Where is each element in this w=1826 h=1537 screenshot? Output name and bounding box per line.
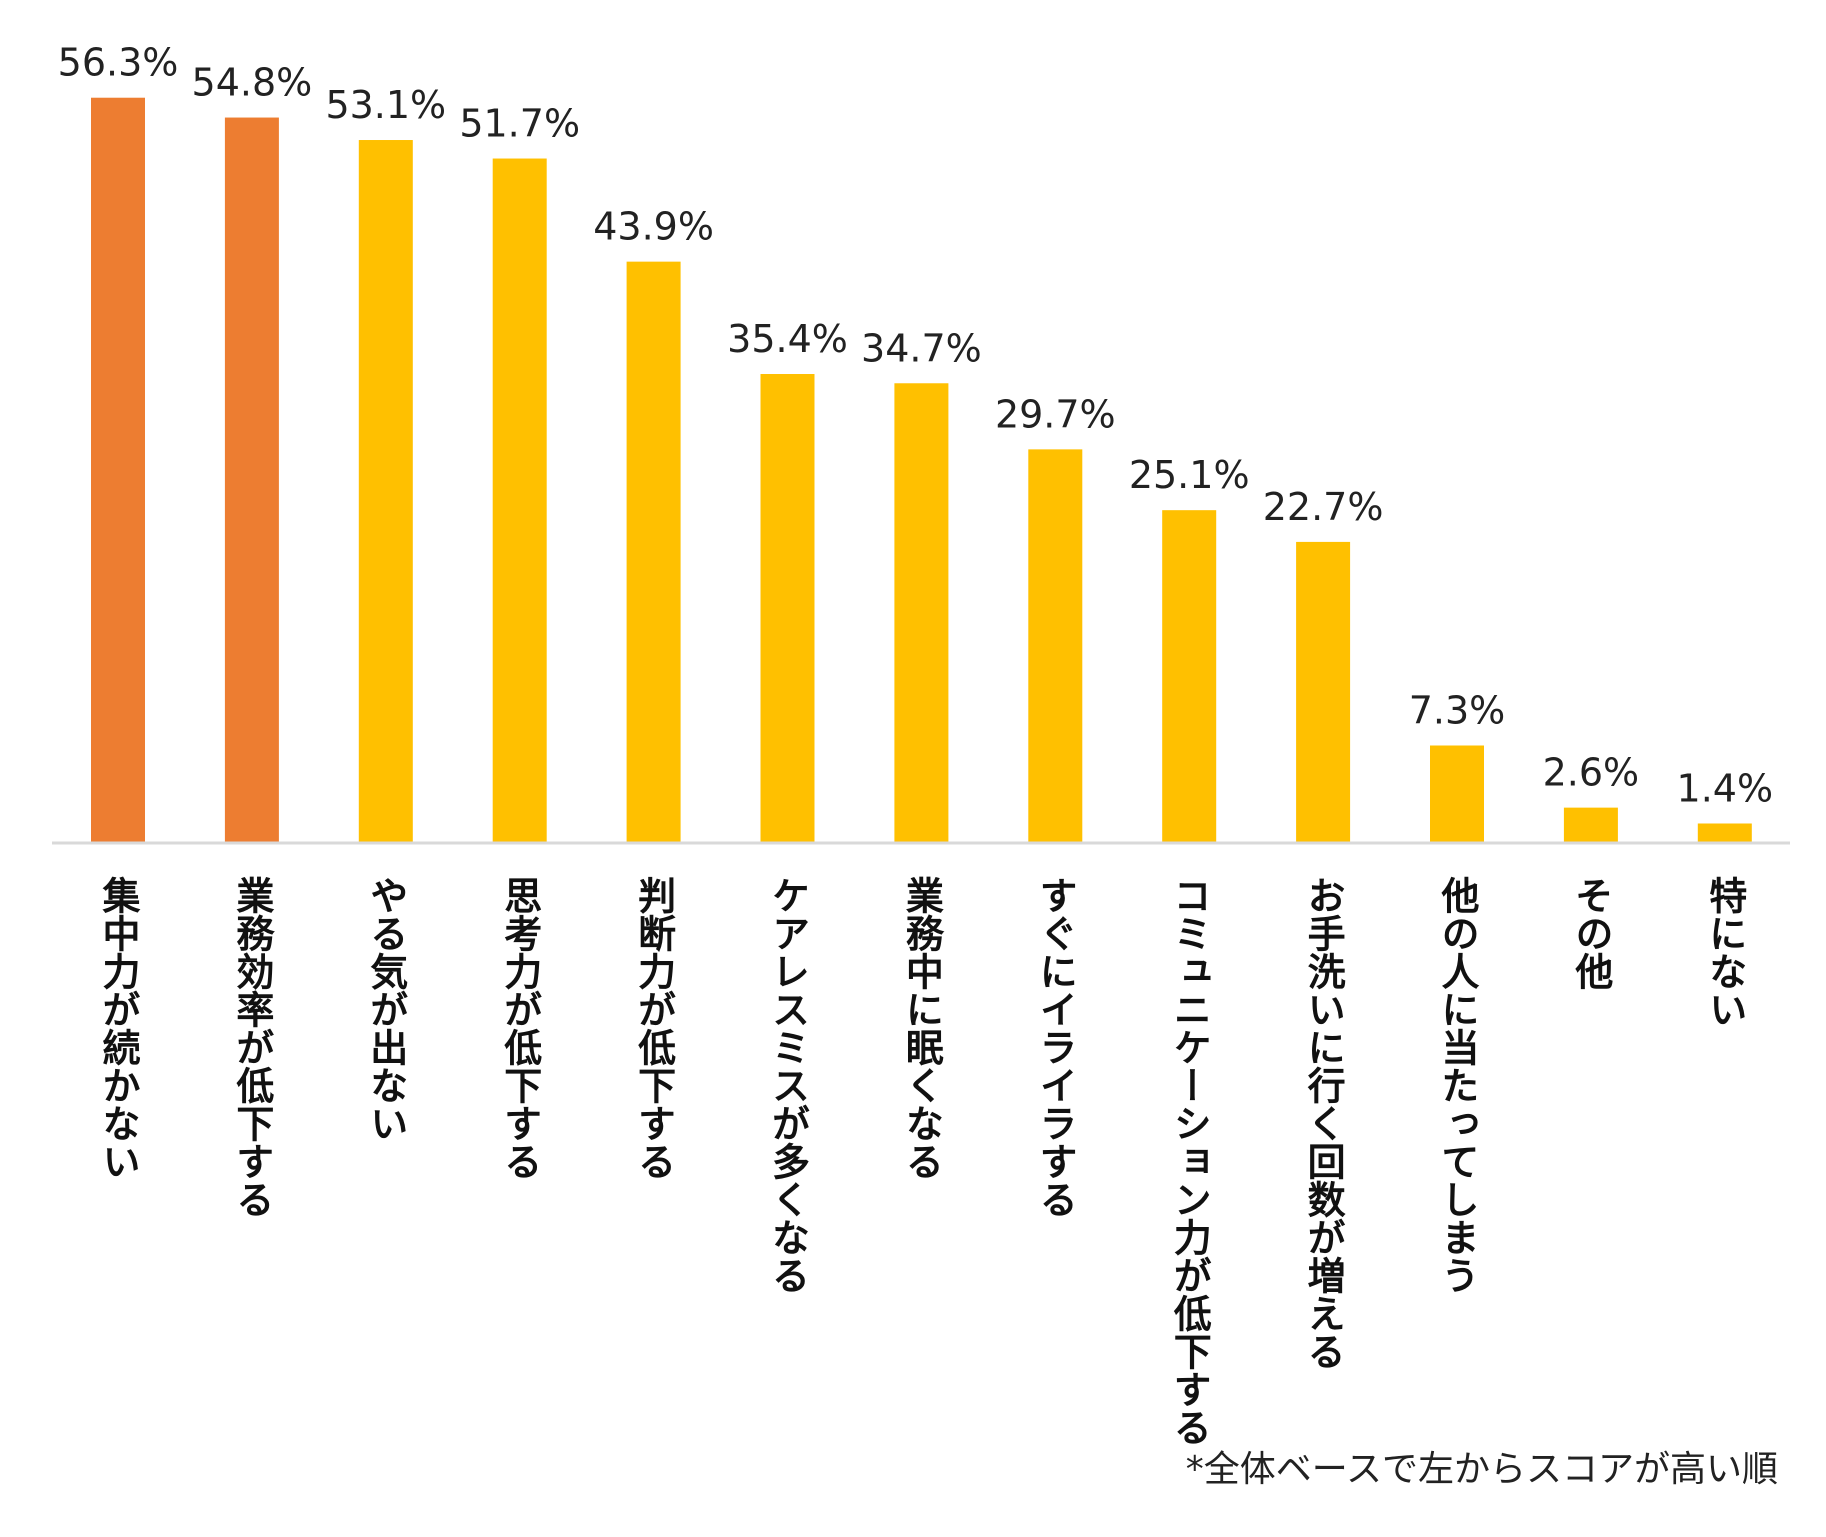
bars-group xyxy=(91,97,1752,843)
bar-11 xyxy=(1430,745,1484,842)
value-label-12: 2.6% xyxy=(1543,751,1640,795)
bar-2 xyxy=(224,117,279,842)
category-label-1: 集中力が続かない xyxy=(96,876,141,1180)
bar-8 xyxy=(1028,449,1083,842)
value-label-11: 7.3% xyxy=(1409,688,1506,732)
value-label-2: 54.8% xyxy=(192,61,313,105)
category-label-7: 業務中に眠くなる xyxy=(899,876,943,1180)
bar-10 xyxy=(1296,541,1351,842)
category-label-8: すぐにイライラする xyxy=(1033,876,1077,1218)
value-label-3: 53.1% xyxy=(325,83,446,127)
bar-12 xyxy=(1563,807,1618,842)
value-label-1: 56.3% xyxy=(58,41,179,85)
category-label-10: お手洗いに行く回数が増える xyxy=(1301,876,1345,1370)
category-labels-group: 集中力が続かない 業務効率が低下する やる気が出ない 思考力が低下する 判断力が低下する… xyxy=(96,876,1747,1446)
category-label-13: 特にない xyxy=(1703,876,1747,1028)
value-label-10: 22.7% xyxy=(1263,485,1384,529)
category-label-11: 他の人に当たってしまう xyxy=(1435,876,1480,1294)
category-label-12: その他 xyxy=(1569,876,1614,990)
value-label-8: 29.7% xyxy=(995,392,1116,436)
category-label-2: 業務効率が低下する xyxy=(230,876,274,1218)
category-label-3: やる気が出ない xyxy=(364,876,408,1142)
category-label-6: ケアレスミスが多くなる xyxy=(766,876,810,1294)
footnote: *全体ベースで左からスコアが高い順 xyxy=(1185,1449,1778,1490)
value-label-5: 43.9% xyxy=(593,205,714,249)
category-label-5: 判断力が低下する xyxy=(632,876,676,1180)
bar-1 xyxy=(91,97,145,843)
value-label-6: 35.4% xyxy=(727,317,848,361)
category-label-9: コミュニケーション力が低下する xyxy=(1167,876,1211,1446)
value-label-4: 51.7% xyxy=(459,102,580,146)
bar-3 xyxy=(358,140,413,842)
bar-5 xyxy=(626,261,681,843)
value-label-9: 25.1% xyxy=(1129,453,1250,497)
bar-7 xyxy=(894,383,949,842)
bar-6 xyxy=(760,374,815,842)
bar-13 xyxy=(1697,823,1752,842)
value-label-7: 34.7% xyxy=(861,326,982,370)
bar-9 xyxy=(1162,510,1217,842)
value-labels-group: 56.3% 54.8% 53.1% 51.7% 43.9% 35.4% 34.7% 29.7%… xyxy=(58,41,1773,811)
category-label-4: 思考力が低下する xyxy=(498,876,542,1180)
bar-4 xyxy=(492,158,547,842)
value-label-13: 1.4% xyxy=(1677,766,1774,810)
